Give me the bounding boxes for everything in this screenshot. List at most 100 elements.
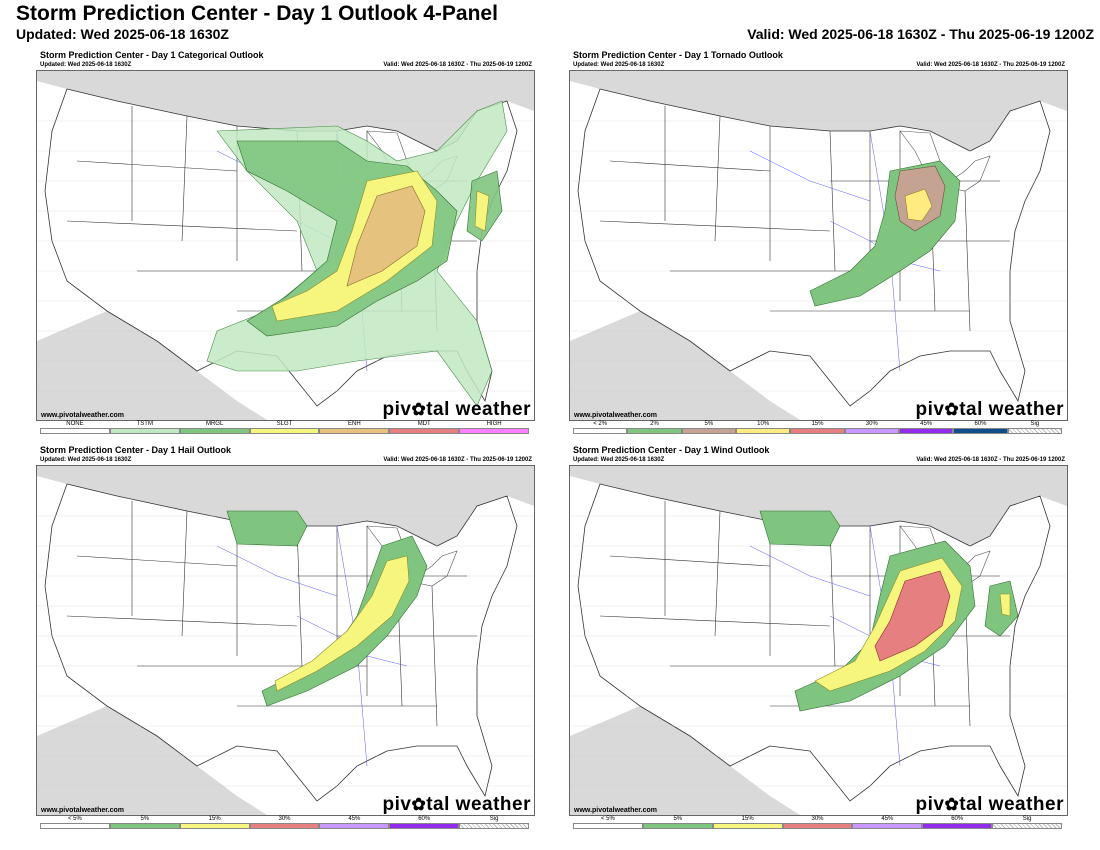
legend-swatch	[40, 428, 110, 434]
legend-label: 60%	[418, 816, 431, 822]
legend: < 5% 5% 15% 30% 45% 60% Sig	[573, 816, 1063, 829]
legend-label: 2%	[650, 421, 659, 427]
map-svg	[570, 466, 1067, 815]
legend-swatch	[389, 823, 460, 829]
legend-item: < 5%	[573, 816, 643, 829]
hail-15pct-area	[274, 555, 410, 692]
logo-text-right: tal weather	[426, 794, 531, 815]
panel-updated: Updated: Wed 2025-06-18 1630Z	[40, 457, 132, 463]
legend-label: 5%	[704, 421, 714, 427]
legend-item: ENH	[319, 421, 390, 434]
panel-title: Storm Prediction Center - Day 1 Hail Out…	[40, 445, 232, 455]
map-svg	[570, 71, 1067, 420]
panel-valid: Valid: Wed 2025-06-18 1630Z - Thu 2025-0…	[916, 457, 1065, 463]
legend-swatch	[459, 428, 530, 434]
mexico-land	[570, 706, 800, 815]
legend-item: 5%	[681, 421, 736, 434]
legend-swatch	[922, 823, 993, 829]
legend-label: TSTM	[136, 421, 153, 427]
legend-swatch	[852, 823, 923, 829]
panel-updated: Updated: Wed 2025-06-18 1630Z	[573, 457, 665, 463]
legend-label: ENH	[348, 421, 361, 427]
legend-label: MRGL	[205, 421, 224, 427]
legend-item: MRGL	[179, 421, 250, 434]
logo-text-left: piv	[915, 794, 945, 815]
legend-label: 15%	[741, 816, 754, 822]
legend-label: 30%	[865, 421, 878, 427]
tornado-10pct-area	[904, 188, 933, 222]
logo-text-left: piv	[382, 794, 412, 815]
legend-label: Sig	[489, 816, 499, 822]
page-title: Storm Prediction Center - Day 1 Outlook …	[16, 2, 498, 25]
legend-swatch	[40, 823, 110, 829]
legend-label: 30%	[278, 816, 291, 822]
panel-title: Storm Prediction Center - Day 1 Tornado …	[573, 50, 783, 60]
legend: NONE TSTM MRGL SLGT ENH MDT HIGH	[40, 421, 530, 434]
legend-swatch	[782, 823, 853, 829]
legend-label: 45%	[881, 816, 894, 822]
canada-land	[37, 466, 534, 546]
logo-text-right: tal weather	[959, 794, 1064, 815]
mexico-land	[37, 706, 267, 815]
pivotal-logo: piv✿tal weather	[916, 399, 1064, 420]
legend-swatch	[712, 823, 783, 829]
legend-item: < 2%	[573, 421, 628, 434]
panel-valid: Valid: Wed 2025-06-18 1630Z - Thu 2025-0…	[383, 62, 532, 68]
legend-label: 45%	[348, 816, 361, 822]
legend-swatch	[319, 428, 390, 434]
legend-label: SLGT	[276, 421, 293, 427]
logo-text-left: piv	[382, 399, 412, 420]
legend-label: < 2%	[593, 421, 608, 427]
legend-item: < 5%	[40, 816, 110, 829]
legend-swatch	[898, 428, 954, 434]
legend-item: 45%	[898, 421, 954, 434]
legend-swatch	[179, 823, 250, 829]
legend-label: MDT	[417, 421, 431, 427]
mexico-land	[570, 311, 800, 420]
panel-title: Storm Prediction Center - Day 1 Wind Out…	[573, 445, 770, 455]
credit-label: www.pivotalweather.com	[41, 412, 124, 419]
credit-label: www.pivotalweather.com	[574, 412, 657, 419]
panel-valid: Valid: Wed 2025-06-18 1630Z - Thu 2025-0…	[383, 457, 532, 463]
enh-area	[346, 185, 426, 287]
legend-swatch	[627, 428, 682, 434]
legend-label: 15%	[208, 816, 221, 822]
legend-item: 10%	[735, 421, 791, 434]
legend-label: 60%	[951, 816, 964, 822]
legend-swatch	[179, 428, 250, 434]
credit-label: www.pivotalweather.com	[574, 807, 657, 814]
legend-item: 15%	[712, 816, 783, 829]
legend-item: 60%	[922, 816, 993, 829]
legend-swatch	[735, 428, 791, 434]
legend-item: Sig	[1007, 421, 1062, 434]
legend-swatch	[642, 823, 713, 829]
canada-land	[37, 71, 534, 151]
legend-label: 45%	[920, 421, 933, 427]
legend-label: 60%	[974, 421, 987, 427]
outlook-map: www.pivotalweather.com piv✿tal weather	[36, 465, 535, 816]
legend-swatch	[844, 428, 899, 434]
canada-land	[570, 466, 1067, 546]
legend-label: 5%	[140, 816, 150, 822]
wind-5pct-area-north	[759, 510, 841, 547]
legend: < 2% 2% 5% 10% 15% 30% 45% 60% Sig	[573, 421, 1062, 434]
panel-title: Storm Prediction Center - Day 1 Categori…	[40, 50, 264, 60]
gear-icon: ✿	[944, 795, 960, 814]
legend-item: MDT	[389, 421, 460, 434]
legend-item: SLGT	[249, 421, 320, 434]
legend-item: 5%	[642, 816, 713, 829]
panel-valid: Valid: Wed 2025-06-18 1630Z - Thu 2025-0…	[916, 62, 1065, 68]
page-valid: Valid: Wed 2025-06-18 1630Z - Thu 2025-0…	[747, 26, 1094, 42]
legend-label: 30%	[811, 816, 824, 822]
legend-item: 30%	[844, 421, 899, 434]
legend-swatch	[319, 823, 390, 829]
legend-swatch	[109, 428, 180, 434]
legend-item: TSTM	[109, 421, 180, 434]
legend-swatch	[109, 823, 180, 829]
logo-text-right: tal weather	[426, 399, 531, 420]
legend: < 5% 5% 15% 30% 45% 60% Sig	[40, 816, 530, 829]
legend-item: HIGH	[459, 421, 530, 434]
gear-icon: ✿	[411, 795, 427, 814]
legend-item: 60%	[953, 421, 1008, 434]
legend-swatch	[249, 428, 320, 434]
